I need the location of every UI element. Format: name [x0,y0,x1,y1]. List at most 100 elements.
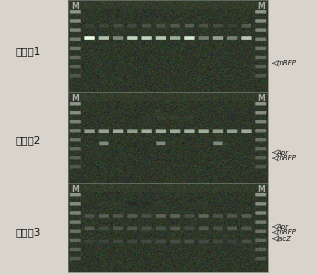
FancyBboxPatch shape [171,116,180,119]
FancyBboxPatch shape [113,24,123,28]
FancyBboxPatch shape [141,129,152,133]
FancyBboxPatch shape [85,24,94,28]
FancyBboxPatch shape [70,120,81,123]
FancyBboxPatch shape [70,156,81,160]
FancyBboxPatch shape [170,214,180,218]
Text: M: M [257,2,265,11]
FancyBboxPatch shape [142,227,152,230]
FancyBboxPatch shape [255,165,266,168]
Text: Apr: Apr [276,150,288,156]
FancyBboxPatch shape [85,240,94,243]
FancyBboxPatch shape [228,202,237,205]
FancyBboxPatch shape [255,19,266,23]
FancyBboxPatch shape [255,248,266,251]
FancyBboxPatch shape [255,102,266,105]
Text: 实施例3: 实施例3 [16,227,41,237]
Text: M: M [257,94,265,103]
FancyBboxPatch shape [113,240,123,243]
FancyBboxPatch shape [255,211,266,215]
FancyBboxPatch shape [170,227,180,230]
FancyBboxPatch shape [70,193,81,196]
FancyBboxPatch shape [255,193,266,196]
FancyBboxPatch shape [213,240,223,243]
FancyBboxPatch shape [70,230,81,233]
FancyBboxPatch shape [255,120,266,123]
FancyBboxPatch shape [141,36,152,40]
FancyBboxPatch shape [127,36,138,40]
FancyBboxPatch shape [127,129,138,133]
FancyBboxPatch shape [213,116,223,119]
FancyBboxPatch shape [242,24,251,28]
FancyBboxPatch shape [156,240,166,243]
FancyBboxPatch shape [255,47,266,50]
FancyBboxPatch shape [70,165,81,168]
FancyBboxPatch shape [127,214,137,218]
FancyBboxPatch shape [84,36,95,40]
FancyBboxPatch shape [70,65,81,68]
Text: M: M [257,185,265,194]
FancyBboxPatch shape [213,36,223,40]
FancyBboxPatch shape [85,227,94,230]
FancyBboxPatch shape [213,214,223,218]
FancyBboxPatch shape [255,257,266,260]
FancyBboxPatch shape [113,36,123,40]
FancyBboxPatch shape [113,214,123,218]
FancyBboxPatch shape [70,248,81,251]
Text: M: M [71,94,79,103]
FancyBboxPatch shape [255,129,266,133]
FancyBboxPatch shape [255,147,266,150]
FancyBboxPatch shape [255,156,266,160]
FancyBboxPatch shape [85,202,94,205]
FancyBboxPatch shape [170,129,180,133]
FancyBboxPatch shape [85,116,94,119]
FancyBboxPatch shape [70,211,81,215]
FancyBboxPatch shape [70,102,81,105]
FancyBboxPatch shape [142,24,151,28]
FancyBboxPatch shape [70,28,81,32]
FancyBboxPatch shape [99,116,108,119]
Text: mRFP: mRFP [276,155,296,161]
FancyBboxPatch shape [99,129,109,133]
FancyBboxPatch shape [142,214,152,218]
FancyBboxPatch shape [70,10,81,13]
FancyBboxPatch shape [199,202,208,205]
Text: mRFP: mRFP [276,60,296,66]
FancyBboxPatch shape [99,24,108,28]
FancyBboxPatch shape [199,214,209,218]
FancyBboxPatch shape [198,36,209,40]
FancyBboxPatch shape [142,240,152,243]
FancyBboxPatch shape [227,129,237,133]
FancyBboxPatch shape [99,36,109,40]
FancyBboxPatch shape [156,142,165,145]
FancyBboxPatch shape [255,37,266,41]
FancyBboxPatch shape [70,138,81,141]
FancyBboxPatch shape [170,240,180,243]
FancyBboxPatch shape [198,129,209,133]
FancyBboxPatch shape [156,36,166,40]
FancyBboxPatch shape [184,129,195,133]
FancyBboxPatch shape [70,257,81,260]
FancyBboxPatch shape [156,214,166,218]
FancyBboxPatch shape [113,116,123,119]
Text: 实施例1: 实施例1 [16,46,41,56]
FancyBboxPatch shape [85,214,94,218]
FancyBboxPatch shape [184,240,194,243]
FancyBboxPatch shape [127,227,137,230]
FancyBboxPatch shape [255,138,266,141]
FancyBboxPatch shape [255,10,266,13]
FancyBboxPatch shape [255,220,266,224]
Text: lacZ: lacZ [276,236,291,242]
FancyBboxPatch shape [70,111,81,114]
FancyBboxPatch shape [70,74,81,78]
Text: M: M [71,185,79,194]
FancyBboxPatch shape [128,116,137,119]
FancyBboxPatch shape [127,240,137,243]
FancyBboxPatch shape [171,24,180,28]
FancyBboxPatch shape [113,129,123,133]
FancyBboxPatch shape [70,37,81,41]
FancyBboxPatch shape [255,65,266,68]
FancyBboxPatch shape [242,116,251,119]
FancyBboxPatch shape [142,202,151,205]
FancyBboxPatch shape [255,239,266,242]
FancyBboxPatch shape [199,24,208,28]
